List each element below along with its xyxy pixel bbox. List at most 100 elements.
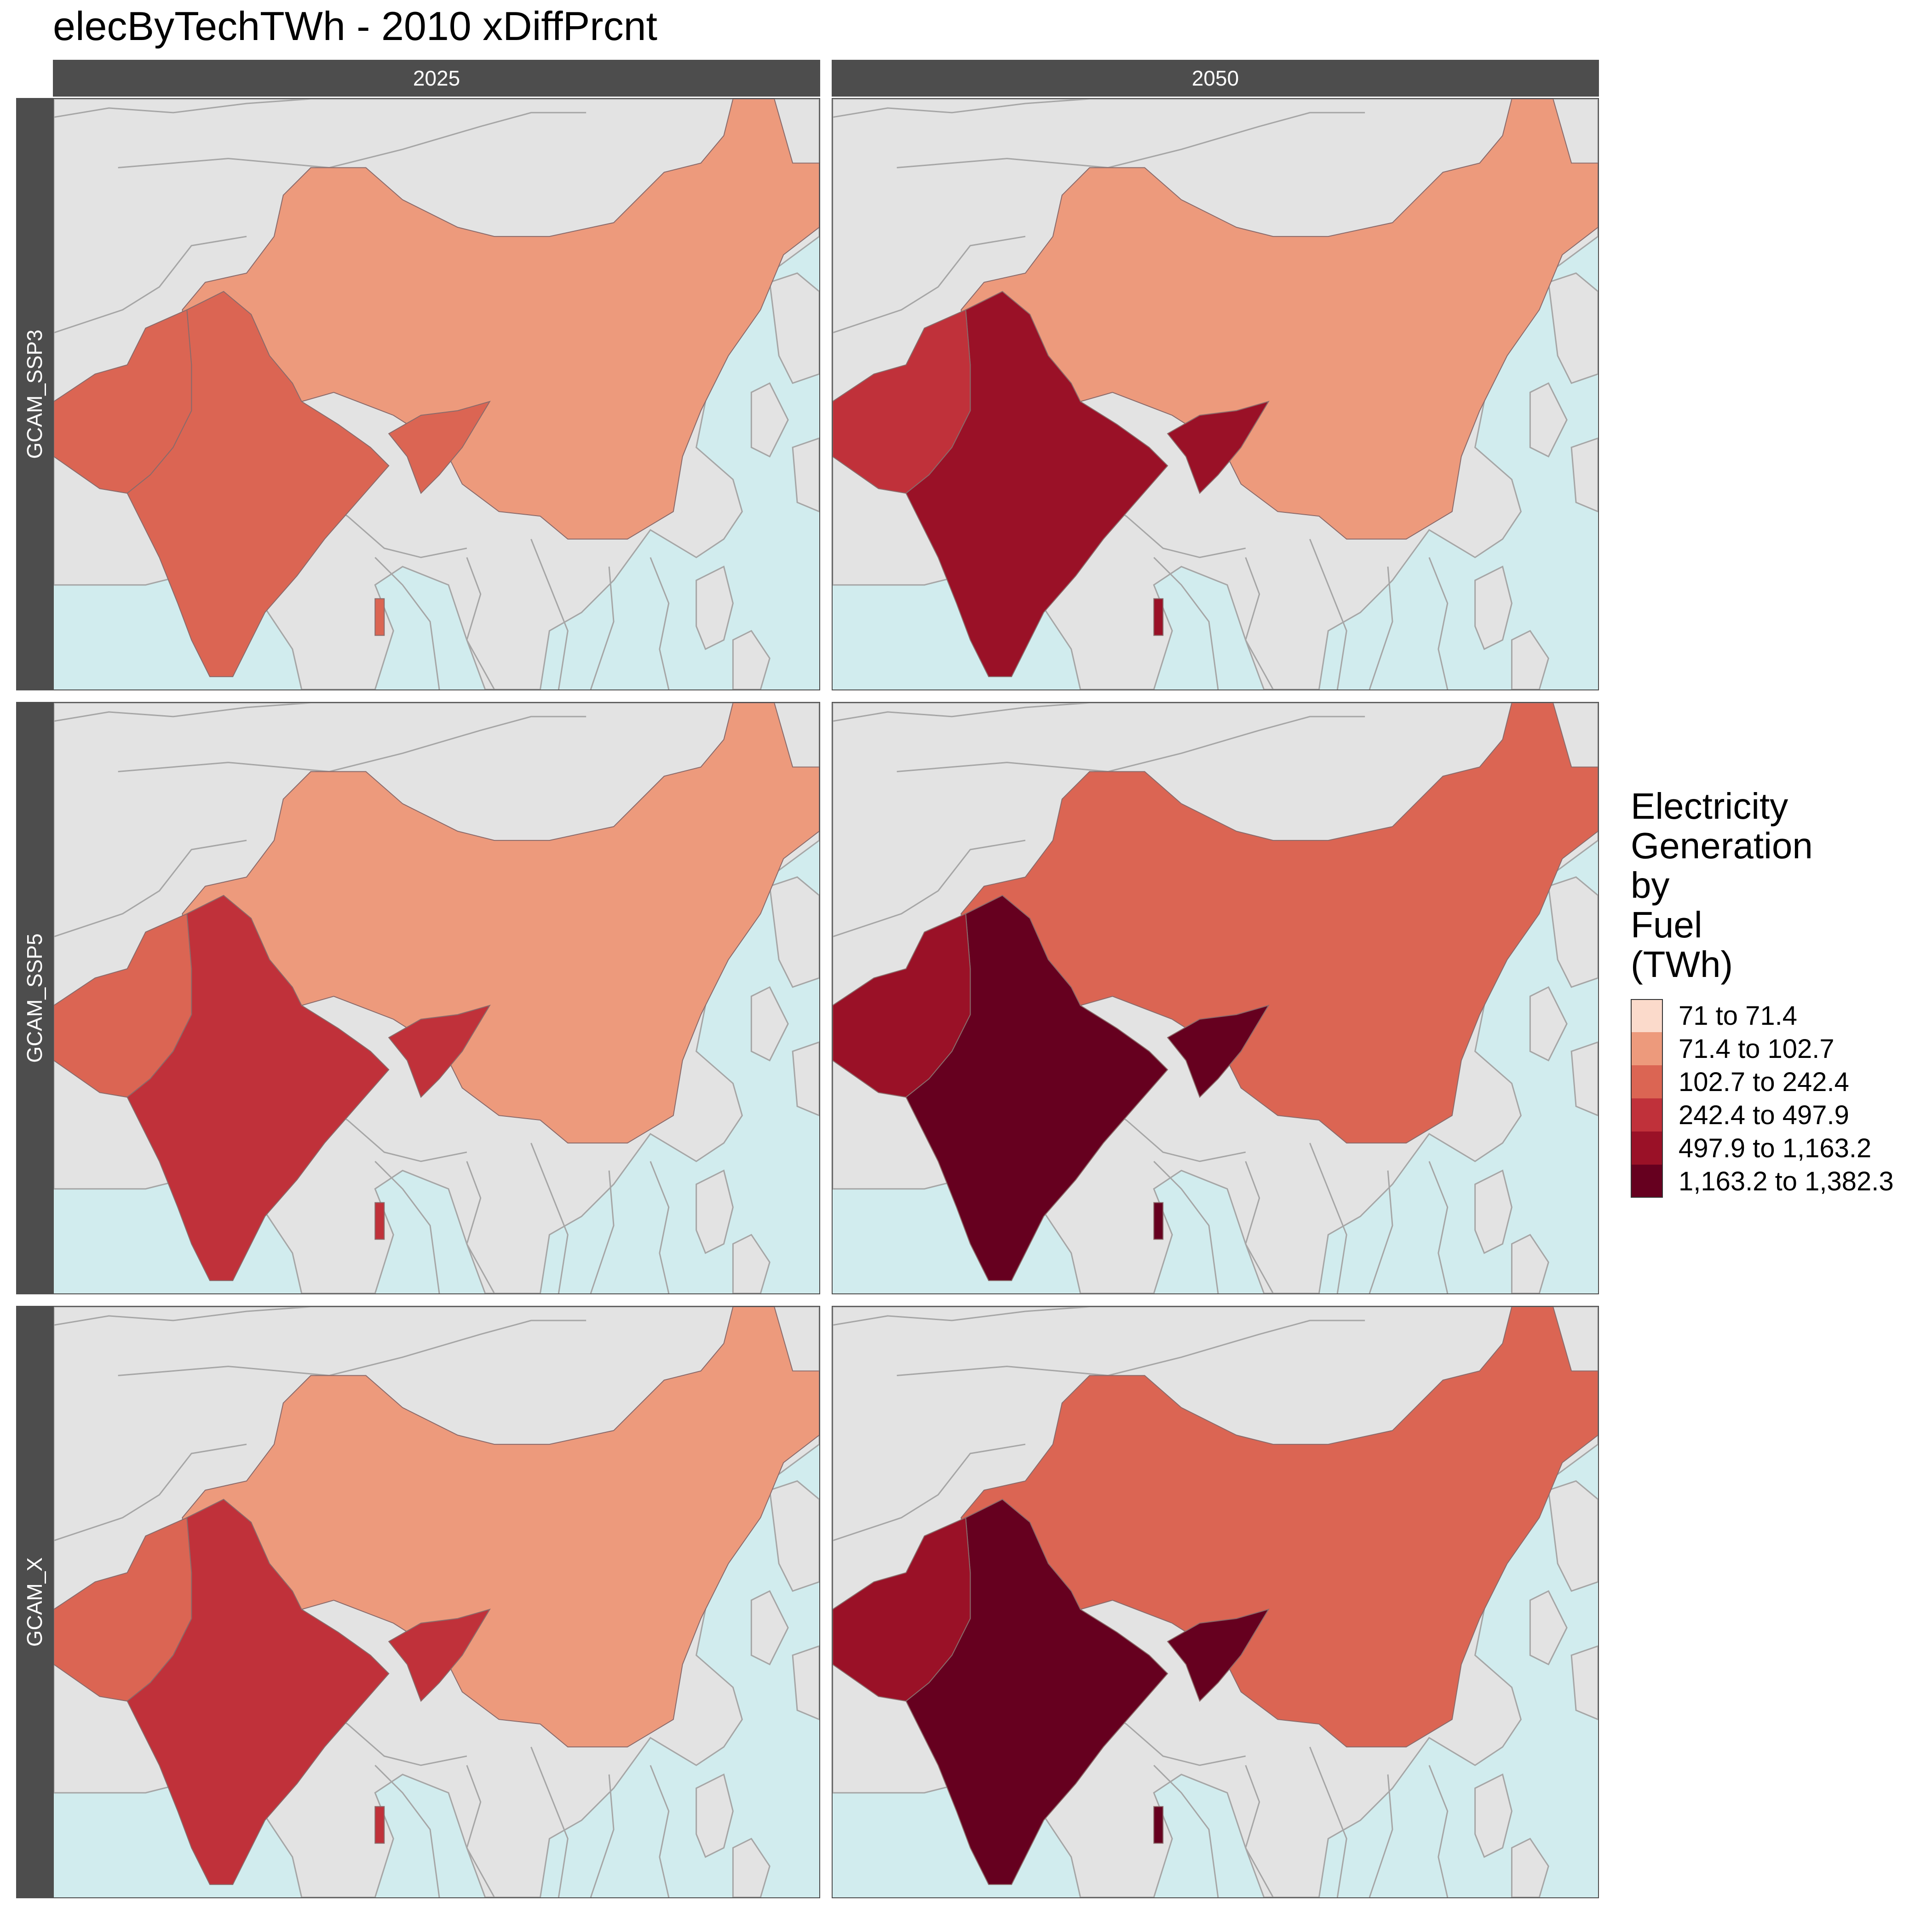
map-svg	[54, 703, 819, 1293]
facet-strip-gcam-x: GCAM_X	[16, 1306, 53, 1898]
legend-label: 71.4 to 102.7	[1679, 1034, 1834, 1064]
map-panel-gcam-ssp3-2025	[53, 98, 820, 690]
country-border	[833, 839, 1026, 937]
region-sri-lanka	[1153, 598, 1164, 636]
country-border	[590, 1774, 615, 1897]
country-border	[833, 1443, 1026, 1541]
country-border	[1153, 557, 1219, 689]
region-pakistan	[833, 913, 971, 1098]
country-border	[1428, 1765, 1449, 1897]
country-border	[530, 539, 569, 689]
legend-swatch	[1631, 1098, 1663, 1132]
region-sri-lanka	[374, 598, 385, 636]
legend-items: 71 to 71.4 71.4 to 102.7 102.7 to 242.4 242…	[1631, 999, 1894, 1198]
country-border	[833, 703, 1090, 722]
region-pakistan	[833, 309, 971, 494]
country-border	[1245, 1765, 1274, 1897]
map-svg	[54, 99, 819, 689]
country-border	[897, 1320, 1365, 1377]
country-border	[1428, 1161, 1449, 1293]
map-svg	[833, 99, 1598, 689]
land-background	[1511, 1838, 1549, 1897]
legend-title-line: by	[1631, 865, 1670, 906]
country-border	[54, 236, 247, 333]
country-border	[530, 1143, 569, 1293]
facet-strip-gcam-ssp5: GCAM_SSP5	[16, 702, 53, 1294]
facet-strip-label: GCAM_X	[23, 1557, 46, 1647]
region-bangladesh	[388, 1005, 491, 1098]
country-border	[1428, 557, 1449, 689]
land-background	[1529, 1590, 1568, 1666]
country-border	[1309, 1143, 1347, 1293]
legend-label: 242.4 to 497.9	[1679, 1100, 1849, 1130]
country-border	[1153, 1160, 1219, 1293]
map-svg	[833, 703, 1598, 1293]
map-panel-gcam-ssp3-2050	[832, 98, 1599, 690]
country-border	[1309, 1746, 1347, 1897]
country-border	[1368, 1774, 1393, 1897]
region-pakistan	[54, 1517, 192, 1702]
country-border	[1153, 1764, 1219, 1897]
legend-title-line: (TWh)	[1631, 944, 1733, 985]
legend-swatch	[1631, 999, 1663, 1032]
land-background	[1511, 630, 1549, 689]
legend-title-line: Generation	[1631, 825, 1813, 866]
map-panel-gcam-x-2050	[832, 1306, 1599, 1898]
land-background	[769, 272, 819, 384]
land-background	[792, 437, 819, 512]
land-background	[750, 1590, 789, 1666]
legend-label: 102.7 to 242.4	[1679, 1067, 1849, 1097]
country-border	[1368, 1170, 1393, 1293]
country-border	[466, 1161, 495, 1293]
country-border	[833, 99, 1090, 118]
legend-item: 102.7 to 242.4	[1631, 1065, 1894, 1098]
country-border	[54, 99, 311, 118]
map-svg	[54, 1307, 819, 1897]
land-background	[1529, 986, 1568, 1062]
land-background	[696, 565, 734, 650]
region-bangladesh	[1167, 401, 1270, 494]
region-pakistan	[54, 913, 192, 1098]
region-sri-lanka	[1153, 1202, 1164, 1240]
country-border	[1245, 557, 1274, 689]
land-background	[1474, 565, 1512, 650]
chart-title: elecByTechTWh - 2010 xDiffPrcnt	[53, 3, 657, 49]
region-sri-lanka	[374, 1202, 385, 1240]
land-background	[1570, 437, 1598, 512]
legend-item: 1,163.2 to 1,382.3	[1631, 1165, 1894, 1198]
legend-title: Electricity Generation by Fuel (TWh)	[1631, 787, 1824, 984]
land-background	[1547, 876, 1598, 988]
land-background	[732, 1234, 770, 1293]
country-border	[590, 566, 615, 689]
region-sri-lanka	[374, 1806, 385, 1844]
facet-strip-gcam-ssp3: GCAM_SSP3	[16, 98, 53, 690]
legend-label: 1,163.2 to 1,382.3	[1679, 1166, 1894, 1196]
legend-swatch	[1631, 1132, 1663, 1165]
land-background	[732, 630, 770, 689]
legend-swatch	[1631, 1165, 1663, 1198]
map-panel-gcam-ssp5-2025	[53, 702, 820, 1294]
country-border	[897, 112, 1365, 169]
legend-item: 71 to 71.4	[1631, 999, 1894, 1032]
facet-strip-label: GCAM_SSP5	[23, 933, 46, 1063]
country-border	[374, 1764, 440, 1897]
country-border	[54, 1443, 247, 1541]
country-border	[466, 1765, 495, 1897]
land-background	[1511, 1234, 1549, 1293]
map-panel-gcam-x-2025	[53, 1306, 820, 1898]
country-border	[650, 1161, 670, 1293]
country-border	[54, 839, 247, 937]
legend-item: 242.4 to 497.9	[1631, 1098, 1894, 1132]
country-border	[650, 557, 670, 689]
country-border	[118, 1320, 586, 1377]
region-bangladesh	[388, 1608, 491, 1702]
legend-title-line: Electricity	[1631, 786, 1788, 827]
region-bangladesh	[1167, 1005, 1270, 1098]
region-pakistan	[833, 1517, 971, 1702]
country-border	[650, 1765, 670, 1897]
land-background	[1570, 1645, 1598, 1720]
country-border	[466, 557, 495, 689]
country-border	[897, 716, 1365, 773]
country-border	[1368, 566, 1393, 689]
legend-label: 71 to 71.4	[1679, 1000, 1797, 1031]
